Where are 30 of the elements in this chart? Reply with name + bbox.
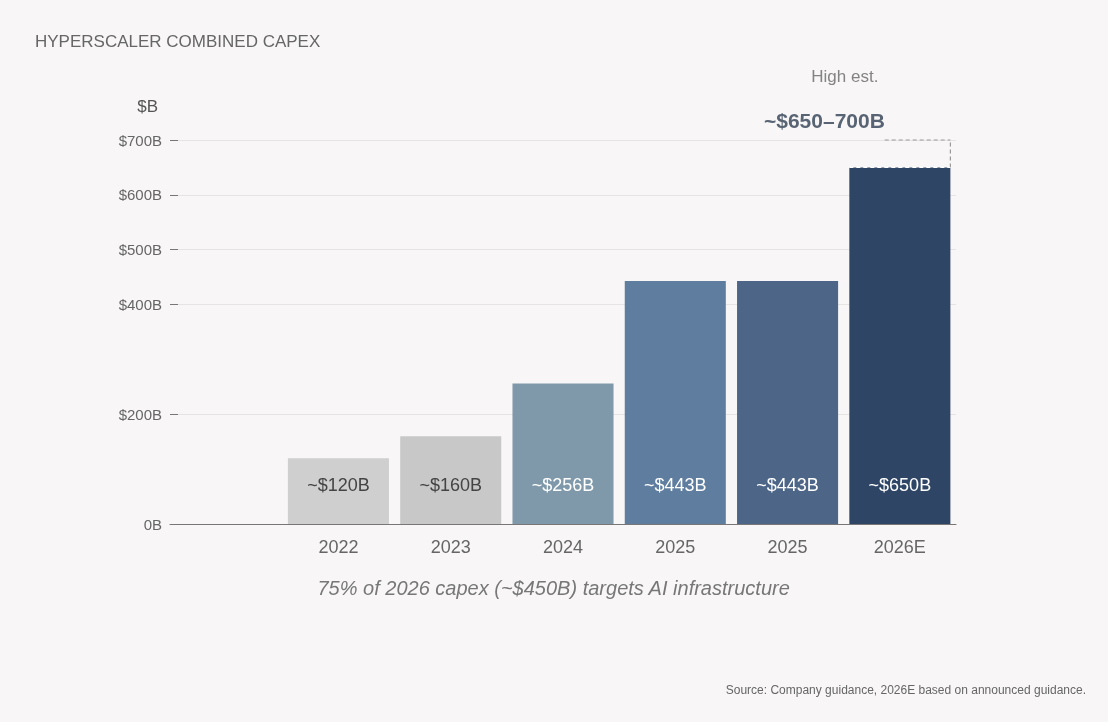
y-tick-label: $500B <box>118 241 162 259</box>
source-note: Source: Company guidance, 2026E based on announced guidance. <box>725 683 1087 697</box>
bar <box>287 458 389 524</box>
y-tick-label: $700B <box>118 131 162 149</box>
data-label: ~$443B <box>756 475 819 495</box>
chart-title: HYPERSCALER COMBINED CAPEX <box>35 32 321 51</box>
bar <box>512 383 614 524</box>
data-label: ~$160B <box>419 475 482 495</box>
data-label: ~$256B <box>531 475 595 495</box>
x-tick-label: 2025 <box>655 537 696 557</box>
y-tick-label: $400B <box>118 296 162 314</box>
y-tick-label: $200B <box>118 405 162 423</box>
text: ~$650–700B <box>763 108 885 132</box>
bar <box>624 280 726 524</box>
bar <box>400 436 502 524</box>
bar <box>737 280 839 524</box>
y-axis-title: $B <box>137 97 158 116</box>
x-tick-label: 2022 <box>318 537 359 557</box>
text: 75% of 2026 capex (~$450B) targets AI infrastructure <box>317 577 790 599</box>
y-tick-label: 0B <box>143 515 162 533</box>
data-label: ~$443B <box>644 475 707 495</box>
x-tick-label: 2025 <box>767 537 808 557</box>
x-tick-label: 2024 <box>542 537 584 557</box>
data-label: ~$120B <box>307 475 370 495</box>
text: High est. <box>811 67 879 86</box>
x-tick-label: 2026E <box>873 537 926 557</box>
data-label: ~$650B <box>868 475 932 495</box>
x-tick-label: 2023 <box>430 537 471 557</box>
y-tick-label: $600B <box>118 186 162 204</box>
bar <box>849 167 951 524</box>
